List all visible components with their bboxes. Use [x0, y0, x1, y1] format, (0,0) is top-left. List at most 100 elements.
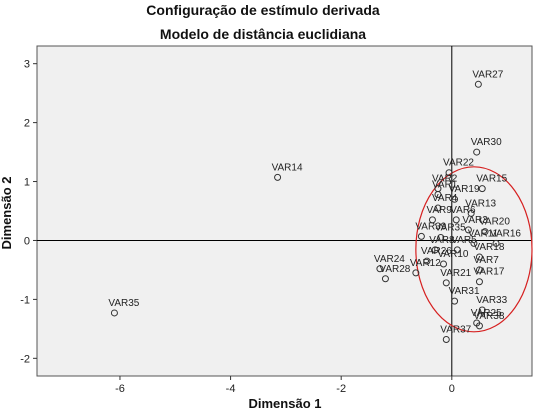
point-label: VAR7 — [473, 255, 499, 266]
point-marker — [475, 322, 483, 330]
data-point: VAR18 — [473, 242, 505, 261]
y-tick-label: 3 — [24, 59, 30, 71]
data-point: VAR7 — [473, 255, 499, 274]
data-point: VAR19 — [449, 184, 480, 203]
point-marker — [417, 232, 425, 240]
point-label: VAR26 — [421, 246, 452, 257]
point-label: VAR3 — [462, 215, 488, 226]
point-marker — [467, 209, 475, 217]
point-label: VAR27 — [472, 69, 503, 80]
data-point: VAR24 — [374, 254, 405, 273]
chart-title: Configuração de estímulo derivada — [146, 2, 380, 18]
data-point: VAR9 — [426, 205, 452, 224]
y-axis-title: Dimensão 2 — [0, 177, 14, 250]
point-marker — [473, 148, 481, 156]
point-marker — [434, 191, 442, 198]
point-marker — [478, 185, 486, 193]
data-point: VAR20 — [479, 217, 510, 236]
point-marker — [478, 306, 486, 314]
data-point: VAR4 — [432, 193, 458, 212]
reference-lines — [37, 46, 532, 376]
point-label: VAR14 — [272, 162, 303, 173]
point-marker — [474, 80, 482, 88]
point-label: VAR30 — [471, 137, 502, 148]
point-label: VAR28 — [379, 264, 410, 275]
x-tick-label: -4 — [226, 383, 236, 395]
point-label: VAR2 — [432, 174, 458, 185]
data-point: VAR28 — [379, 264, 411, 283]
point-label: VAR13 — [465, 198, 496, 209]
data-point: VAR26 — [421, 246, 452, 265]
point-marker — [442, 335, 450, 343]
point-label: VAR25 — [471, 308, 502, 319]
point-label: VAR15 — [476, 174, 507, 185]
data-point: VAR12 — [410, 258, 441, 277]
highlight-ellipse — [415, 166, 533, 333]
data-point: VAR6 — [450, 205, 476, 224]
chart-subtitle: Modelo de distância euclidiana — [160, 26, 366, 42]
data-point: VAR30 — [471, 137, 502, 156]
point-label: VAR35 — [435, 223, 466, 234]
x-axis-title: Dimensão 1 — [249, 396, 322, 411]
y-tick-label: -2 — [20, 353, 30, 365]
point-marker — [442, 279, 450, 287]
point-label: VAR37 — [440, 324, 471, 335]
data-point: VAR39 — [415, 221, 447, 240]
point-marker — [470, 239, 478, 247]
point-label: VAR21 — [440, 268, 471, 279]
point-label: VAR17 — [473, 267, 504, 278]
plot-area — [36, 45, 533, 377]
point-marker — [412, 269, 420, 277]
point-label: VAR5 — [451, 235, 477, 246]
point-label: VAR31 — [449, 286, 480, 297]
point-label: VAR38 — [473, 311, 504, 322]
data-point: VAR17 — [473, 267, 505, 286]
point-marker — [475, 278, 483, 286]
point-marker — [110, 309, 118, 317]
data-point: VAR14 — [272, 162, 303, 181]
highlight-ellipse-shape — [415, 166, 533, 333]
point-label: VAR6 — [450, 205, 476, 216]
point-label: VAR22 — [443, 158, 474, 169]
point-marker — [423, 257, 431, 265]
point-marker — [481, 228, 489, 236]
point-label: VAR16 — [490, 228, 521, 239]
point-marker — [451, 195, 459, 203]
point-marker — [274, 173, 282, 181]
y-tick-label: 1 — [24, 177, 30, 189]
data-point: VAR13 — [465, 198, 497, 217]
y-tick-label: 0 — [24, 235, 30, 247]
data-point: VAR35 — [435, 223, 466, 242]
data-point: VAR38 — [473, 311, 505, 330]
point-label: VAR24 — [374, 254, 405, 265]
point-label: VAR8 — [429, 235, 455, 246]
data-point: VAR27 — [472, 69, 504, 88]
point-marker — [475, 266, 483, 274]
point-marker — [451, 297, 459, 305]
point-marker — [453, 246, 461, 254]
point-marker — [381, 275, 389, 283]
point-marker — [431, 246, 439, 254]
point-label: VAR35 — [108, 298, 139, 309]
data-point: VAR1 — [432, 180, 458, 198]
point-marker — [376, 265, 384, 273]
point-marker — [428, 216, 436, 224]
data-point: VAR15 — [476, 174, 508, 193]
data-point: VAR16 — [490, 228, 521, 247]
point-label: VAR39 — [415, 221, 446, 232]
point-marker — [437, 234, 445, 242]
axes: -6 -4 -2 0 -2 -1 0 1 2 3 — [20, 59, 455, 395]
point-label: VAR9 — [426, 205, 452, 216]
data-point: VAR3 — [462, 215, 488, 234]
point-label: VAR19 — [449, 184, 480, 195]
point-marker — [445, 169, 453, 177]
point-label: VAR4 — [432, 193, 458, 204]
data-point: VAR31 — [449, 286, 480, 305]
point-label: VAR11 — [468, 228, 499, 239]
x-tick-label: -2 — [336, 383, 346, 395]
data-point: VAR8 — [429, 235, 455, 254]
point-marker — [434, 204, 442, 212]
x-tick-label: -6 — [115, 383, 125, 395]
